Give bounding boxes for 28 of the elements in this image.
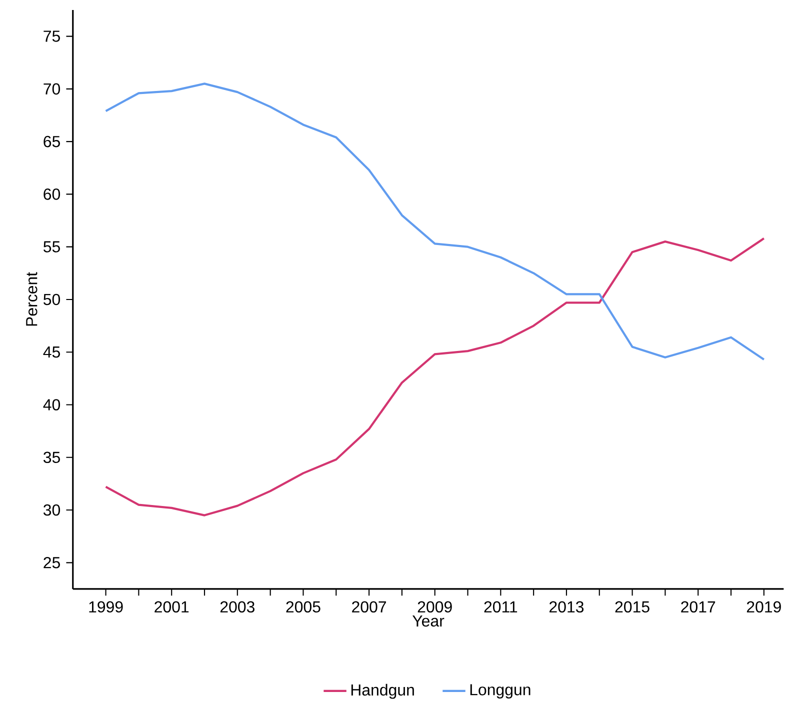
y-tick-label: 35 [43, 452, 60, 464]
y-tick-label: 60 [44, 188, 60, 200]
x-tick-label: 2007 [352, 601, 386, 613]
y-tick-label: 55 [44, 241, 60, 253]
y-tick-label: 45 [43, 346, 60, 358]
y-tick-label: 65 [44, 136, 60, 148]
y-tick-label: 75 [44, 30, 60, 42]
x-tick-label: 2003 [220, 601, 254, 613]
x-tick-label: 2009 [418, 601, 452, 613]
x-tick-label: 2005 [286, 601, 320, 613]
legend-label: Handgun [351, 684, 414, 699]
y-tick-label: 50 [44, 294, 60, 306]
y-axis-title: Percent [26, 272, 38, 326]
x-tick-label: 2017 [681, 601, 716, 613]
x-tick-label: 2011 [484, 601, 518, 613]
x-tick-label: 2019 [746, 601, 781, 613]
x-tick-label: 2001 [154, 601, 189, 613]
y-tick-label: 70 [44, 83, 60, 95]
line-series [104, 82, 765, 361]
legend-label: Longgun [470, 684, 530, 699]
x-tick-label: 2015 [615, 601, 650, 613]
y-tick-label: 25 [44, 557, 60, 568]
line-series [104, 237, 765, 516]
x-axis-title: Year [412, 616, 444, 627]
y-tick-label: 30 [43, 504, 60, 516]
y-tick-label: 40 [43, 399, 60, 411]
x-tick-label: 2013 [550, 601, 584, 613]
x-tick-label: 1999 [89, 601, 123, 613]
